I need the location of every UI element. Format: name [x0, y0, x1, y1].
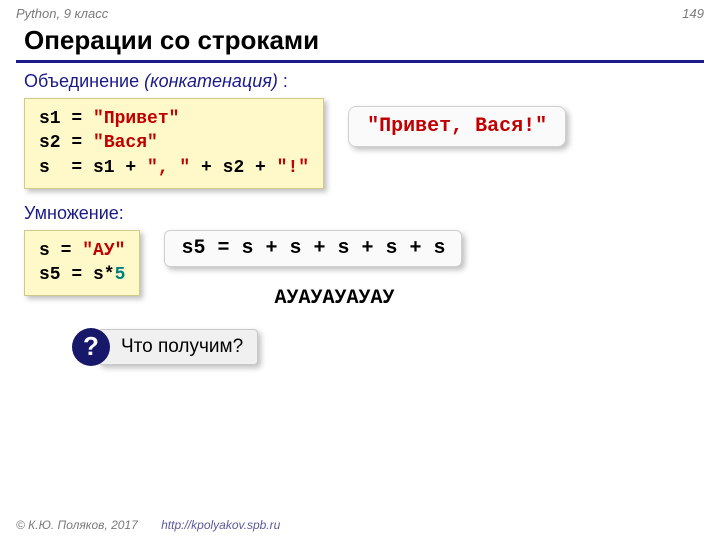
mult-expansion: s5 = s + s + s + s + s: [164, 230, 462, 267]
concat-result: "Привет, Вася!": [348, 106, 566, 147]
footer-link[interactable]: http://kpolyakov.spb.ru: [161, 518, 280, 532]
copyright: © К.Ю. Поляков, 2017: [16, 518, 138, 532]
concat-code-box: s1 = "Привет" s2 = "Вася" s = s1 + ", " …: [24, 98, 324, 189]
mult-output: АУАУАУАУАУ: [164, 287, 462, 310]
page-title: Операции со строками: [0, 23, 720, 60]
question-icon: ?: [72, 328, 110, 366]
header-left: Python, 9 класс: [16, 6, 108, 21]
mult-code-box: s = "АУ" s5 = s*5: [24, 230, 140, 297]
mult-label: Умножение:: [24, 203, 696, 224]
title-rule: [16, 60, 704, 63]
page-number: 149: [682, 6, 704, 21]
concat-label: Объединение (конкатенация) :: [24, 71, 696, 92]
footer: © К.Ю. Поляков, 2017 http://kpolyakov.sp…: [16, 518, 280, 532]
question-text: Что получим?: [98, 329, 258, 365]
